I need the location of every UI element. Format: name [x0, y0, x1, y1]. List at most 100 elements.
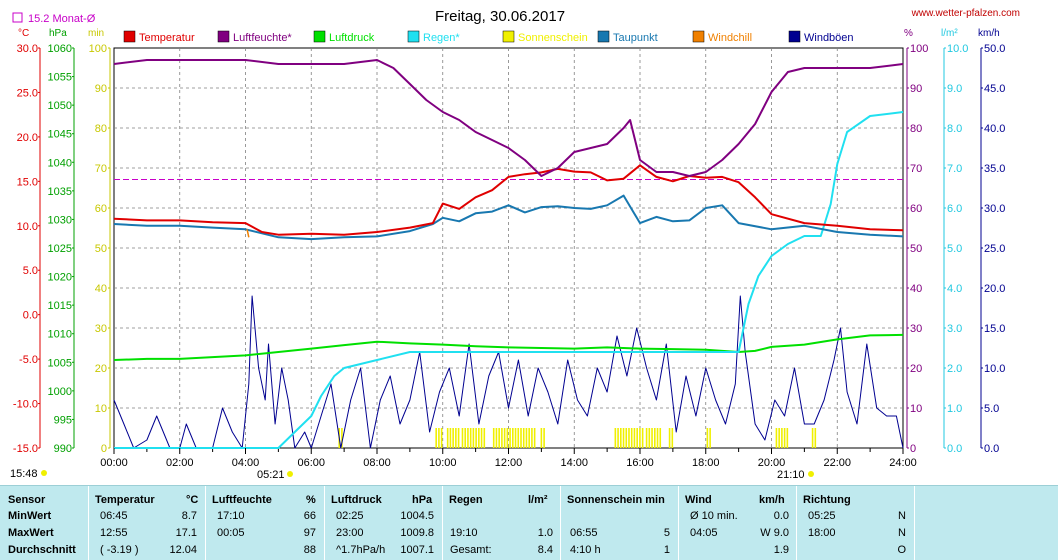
- axis-tick-label-lpm2: 5.0: [947, 243, 962, 255]
- sunshine-bars: [338, 428, 817, 448]
- sunshine-bar: [512, 428, 514, 448]
- stat-cell-rain-val: 8.4: [537, 544, 553, 556]
- axis-tick-label-celsius: 30.0: [17, 43, 38, 55]
- axis-tick-label-lpm2: 1.0: [947, 403, 962, 415]
- axis-tick-label-lpm2: 10.0: [947, 43, 968, 55]
- left-time-label: 15:48: [10, 468, 38, 480]
- col-divider-hum: [205, 486, 206, 560]
- sunshine-bar: [452, 428, 454, 448]
- axis-title-celsius: °C: [18, 28, 29, 39]
- sunshine-bar: [438, 428, 440, 448]
- sunshine-bar: [540, 428, 543, 448]
- axis-tick-label-percent: 30: [910, 323, 922, 335]
- stat-cell-sun-time: 4:10 h: [570, 544, 601, 556]
- sunshine-bar: [778, 428, 780, 448]
- stat-cell-press-time: 02:25: [336, 510, 364, 522]
- axis-tick-label-kmh: 35.0: [984, 163, 1005, 175]
- stat-cell-label: MinWert: [8, 510, 52, 522]
- axis-tick-label-kmh: 50.0: [984, 43, 1005, 55]
- axis-tick-label-percent: 70: [910, 163, 922, 175]
- axis-tick-label-lpm2: 8.0: [947, 123, 962, 135]
- stat-cell-rain-time: 19:10: [450, 527, 478, 539]
- legend-swatch: [313, 30, 326, 43]
- x-tick-label: 02:00: [166, 457, 194, 469]
- sunshine-bar: [656, 428, 659, 448]
- sunshine-bar: [509, 428, 511, 448]
- sunshine-bar: [783, 428, 786, 448]
- stat-cell-sun-val: 5: [663, 527, 670, 539]
- col-divider-rain: [442, 486, 443, 560]
- sunshine-bar: [531, 428, 533, 448]
- sunshine-bar: [501, 428, 503, 448]
- axis-tick-label-min: 100: [89, 43, 107, 55]
- axis-tick-label-percent: 80: [910, 123, 922, 135]
- axis-tick-label-percent: 90: [910, 83, 922, 95]
- axis-tick-label-hpa: 1030: [48, 214, 72, 226]
- axis-tick-label-percent: 10: [910, 403, 922, 415]
- sunshine-bar: [639, 428, 641, 448]
- x-tick-label: 06:00: [297, 457, 325, 469]
- stat-cell-sun-time: 06:55: [570, 527, 598, 539]
- legend-swatch: [217, 30, 230, 43]
- sunshine-bar: [811, 428, 814, 448]
- header-temp: Temperatur: [95, 494, 155, 506]
- stat-cell-hum-val: 88: [303, 544, 316, 556]
- sunshine-bar: [517, 428, 520, 448]
- header-press-unit: hPa: [412, 494, 433, 506]
- sunshine-bar: [495, 428, 498, 448]
- sunshine-bar: [622, 428, 625, 448]
- stat-cell-press-val: 1009.8: [400, 527, 434, 539]
- sunshine-bar: [543, 428, 545, 448]
- sunshine-bar: [483, 428, 486, 448]
- stat-cell-temp-val: 12.04: [169, 544, 197, 556]
- sunshine-bar: [467, 428, 469, 448]
- header-press: Luftdruck: [331, 494, 382, 506]
- sunshine-bar: [628, 428, 630, 448]
- legend-swatch: [407, 30, 420, 43]
- sunshine-bar: [625, 428, 628, 448]
- legend-swatch: [597, 30, 610, 43]
- axis-tick-label-percent: 40: [910, 283, 922, 295]
- legend-label: Luftfeuchte*: [233, 32, 292, 44]
- stat-cell-temp-time: ( -3.19 ): [100, 544, 139, 556]
- chart-title: Freitag, 30.06.2017: [435, 8, 565, 25]
- sunshine-bar: [620, 428, 622, 448]
- chart-background: [0, 0, 1058, 485]
- axis-tick-label-min: 50: [95, 243, 107, 255]
- legend-label: Taupunkt: [613, 32, 658, 44]
- sunshine-bar: [341, 428, 343, 448]
- sunshine-bar: [492, 428, 495, 448]
- axis-tick-label-hpa: 1045: [48, 129, 72, 141]
- axis-tick-label-kmh: 20.0: [984, 283, 1005, 295]
- stat-cell-wind-val: W 9.0: [760, 527, 789, 539]
- stat-cell-wind-val: 0.0: [773, 510, 789, 522]
- site-link[interactable]: www.wetter-pfalzen.com: [911, 8, 1020, 19]
- sunshine-bar: [814, 428, 817, 448]
- sunshine-bar: [781, 428, 783, 448]
- stat-cell-hum-time: 00:05: [217, 527, 245, 539]
- axis-tick-label-kmh: 10.0: [984, 363, 1005, 375]
- col-divider-sun: [560, 486, 561, 560]
- series-line-taupunkt: [113, 194, 904, 241]
- legend-label: Windböen: [804, 32, 854, 44]
- stat-cell-wind-time: 04:05: [690, 527, 718, 539]
- x-tick-label: 16:00: [626, 457, 654, 469]
- axis-tick-label-min: 70: [95, 163, 107, 175]
- header-wind-unit: km/h: [759, 494, 785, 506]
- axis-tick-label-percent: 60: [910, 203, 922, 215]
- sunshine-bar: [498, 428, 500, 448]
- axis-tick-label-hpa: 1060: [48, 43, 72, 55]
- sunshine-bar: [659, 428, 662, 448]
- sunshine-bar: [455, 428, 457, 448]
- axis-tick-label-kmh: 15.0: [984, 323, 1005, 335]
- stat-cell-dir-val: N: [898, 527, 906, 539]
- sunshine-bar: [533, 428, 536, 448]
- axis-tick-label-lpm2: 9.0: [947, 83, 962, 95]
- axis-tick-label-celsius: 5.0: [23, 265, 38, 277]
- stat-cell-dir-time: 05:25: [808, 510, 836, 522]
- stat-cell-hum-time: 17:10: [217, 510, 245, 522]
- sunshine-bar: [630, 428, 633, 448]
- stat-cell-temp-time: 06:45: [100, 510, 128, 522]
- axis-tick-label-celsius: 20.0: [17, 132, 38, 144]
- sunshine-bar: [514, 428, 517, 448]
